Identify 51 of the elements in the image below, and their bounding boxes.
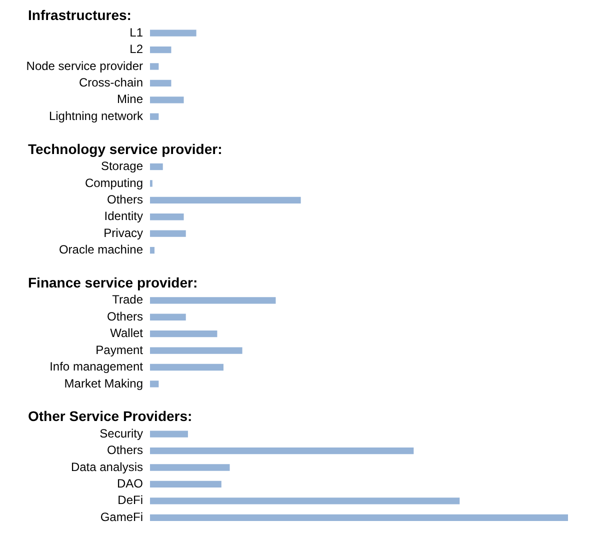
y-tick-label: Mine (116, 92, 144, 106)
annotation: Technology service provider: (28, 140, 222, 157)
y-tick-label: DAO (116, 476, 143, 491)
bar (150, 297, 276, 304)
y-tick-label: Trade (112, 292, 144, 307)
bar (150, 364, 224, 371)
y-tick-label: Others (106, 192, 143, 206)
bar (150, 163, 163, 170)
annotation: Other Service Providers: (28, 408, 192, 424)
y-tick-label: GameFi (100, 510, 143, 524)
y-tick-label: Payment (96, 342, 144, 357)
y-tick-label: Wallet (110, 326, 144, 340)
bar (150, 464, 230, 471)
bar (150, 196, 301, 204)
bar (150, 330, 218, 338)
y-tick-label: Security (100, 426, 143, 440)
bar (150, 430, 188, 438)
bar (150, 30, 196, 36)
y-tick-label: Oracle machine (58, 242, 144, 257)
bar (150, 80, 172, 87)
bar (150, 96, 184, 104)
y-tick-label: L1 (130, 25, 144, 40)
y-tick-label: Data analysis (70, 460, 143, 474)
y-tick-label: Computing (84, 176, 143, 190)
y-tick-label: Market Making (64, 376, 143, 390)
bar (150, 230, 186, 237)
y-tick-label: DeFi (118, 493, 143, 508)
bar (150, 246, 155, 254)
bar (150, 480, 222, 488)
y-tick-label: Privacy (104, 226, 143, 240)
y-tick-label: Info management (50, 360, 144, 374)
bar (150, 514, 568, 521)
y-tick-label: Identity (104, 209, 143, 224)
y-tick-label: Others (106, 443, 143, 458)
y-tick-label: Storage (100, 159, 144, 174)
y-tick-label: Lightning network (48, 108, 144, 123)
y-tick-label: Others (106, 309, 143, 324)
text: Infrastructures: (28, 7, 132, 24)
bar (150, 63, 159, 70)
annotation: Finance service provider: (28, 274, 198, 291)
bar (150, 498, 460, 504)
bar (150, 447, 414, 454)
y-tick-label: Cross-chain (78, 76, 143, 90)
bar (150, 113, 159, 120)
bar (150, 347, 242, 354)
y-tick-label: L2 (130, 42, 144, 56)
bar (150, 46, 172, 54)
bar (150, 380, 159, 388)
bar (150, 314, 186, 320)
y-tick-label: Node service provider (26, 58, 144, 73)
bar (150, 214, 184, 220)
